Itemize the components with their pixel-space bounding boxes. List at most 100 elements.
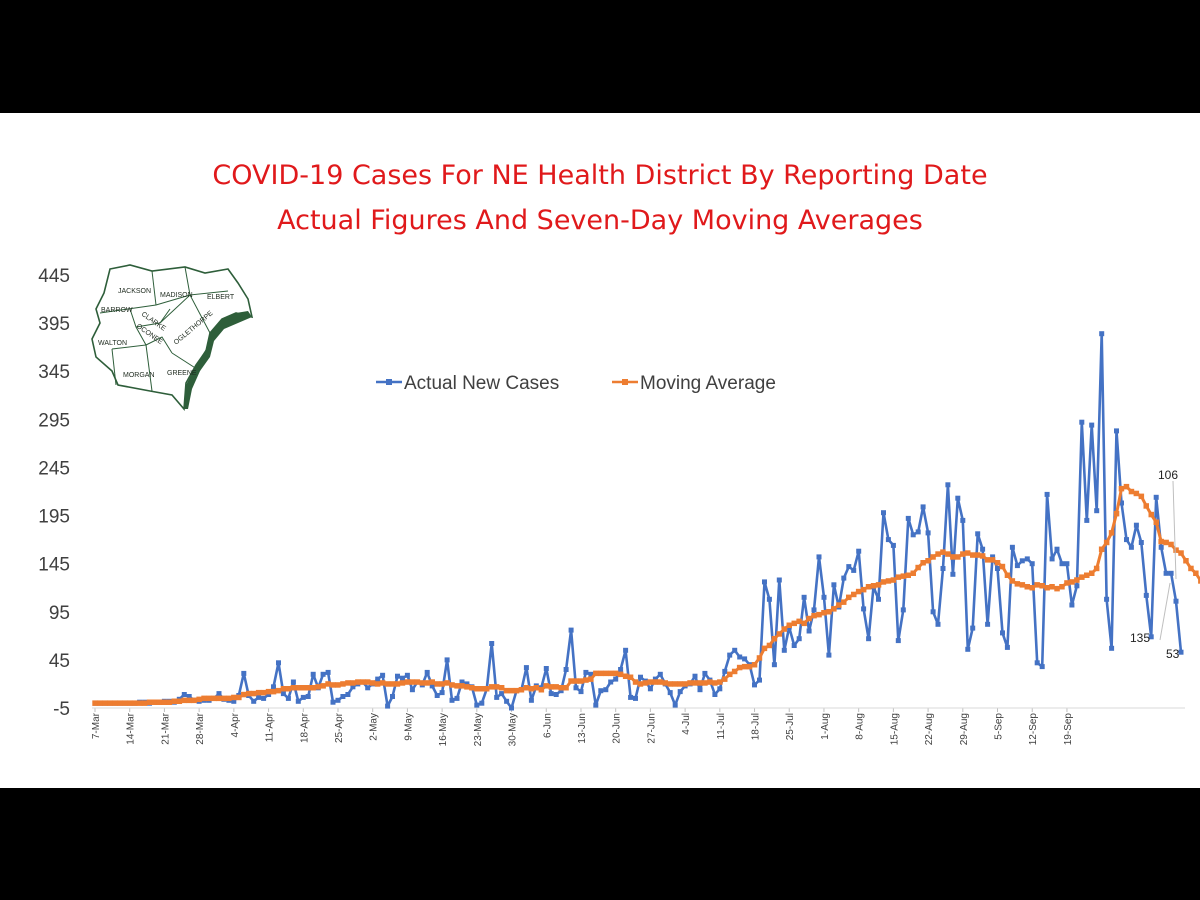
data-point [285,686,292,692]
district-map-east-border [184,311,252,409]
data-point [295,685,302,691]
data-point [935,621,941,627]
data-point [509,705,514,711]
data-point [221,695,227,702]
data-point [905,572,911,578]
x-tick-label: 20-Jun [612,713,623,744]
data-point [131,700,138,706]
series-layer [92,331,1200,711]
data-point [384,681,391,687]
data-point [593,702,599,708]
data-point [578,678,584,684]
y-tick-label: 45 [49,651,70,672]
map-label-morgan: MORGAN [123,372,155,379]
data-point [1183,558,1189,564]
data-point [503,687,510,694]
data-point [112,700,118,706]
data-point [1004,644,1010,650]
data-point [806,628,812,634]
data-point [836,602,842,608]
line-chart: 445 395 345 295 245 195 145 95 45 -5 7-Mar 14-Mar 2… [38,264,1200,746]
data-point [1103,539,1110,546]
data-point [499,691,505,697]
data-point [290,679,296,685]
data-point [216,691,222,697]
x-tick-label: 25-Apr [334,712,345,743]
data-point [146,699,153,705]
x-tick-label: 6-Jun [542,713,553,738]
data-point [181,697,187,704]
data-point [454,683,460,689]
data-point [1019,582,1026,588]
data-point [528,686,535,692]
data-point [389,681,396,687]
x-tick-label: 21-Mar [160,712,171,744]
data-point [141,700,148,706]
data-point [250,690,257,697]
data-point [290,685,297,691]
data-point [553,684,559,690]
y-tick-label: 295 [38,410,70,431]
data-point [1054,546,1060,552]
data-point [638,674,643,680]
data-point [444,657,450,663]
data-point [548,691,554,697]
data-point [876,596,881,602]
data-point [1009,544,1015,550]
data-point [176,698,183,704]
data-point [558,688,564,694]
data-point [493,684,500,690]
data-point [791,643,797,648]
data-point [940,549,946,555]
data-point [990,554,996,560]
data-point [330,682,336,688]
data-point [652,676,658,682]
data-point [1133,490,1140,497]
data-point [632,679,639,685]
data-point [999,563,1006,570]
data-point [900,573,907,579]
data-point [265,688,272,695]
data-point [350,684,356,690]
data-point [1079,419,1085,425]
data-point [1064,561,1070,567]
data-point [826,609,832,615]
data-point [1024,556,1030,562]
data-point [424,680,430,686]
data-point [905,515,911,521]
data-point [156,699,163,705]
annotation-135: 135 [1130,631,1150,645]
data-point [816,611,822,618]
data-point [766,642,773,649]
legend-marker-actual [386,379,392,385]
data-point [320,683,326,689]
data-point [766,596,772,602]
data-point [300,685,306,691]
data-point [201,695,207,702]
data-point [226,695,232,702]
data-point [930,609,936,615]
data-point [424,669,430,675]
map-label-greene: GREENE [167,370,197,377]
x-tick-label: 14-Mar [126,712,137,744]
data-point [151,699,158,705]
data-point [1019,558,1025,564]
y-tick-label: 245 [38,458,70,479]
data-point [1173,598,1179,604]
data-point [1158,538,1164,545]
x-tick-label: 16-May [438,713,449,746]
data-point [285,695,291,701]
data-point [950,554,956,560]
data-point [1093,565,1100,572]
data-point [191,697,197,704]
data-point [841,575,847,581]
data-point [1089,570,1095,576]
data-point [295,698,301,704]
data-point [563,667,569,672]
data-point [598,670,604,677]
data-point [414,679,421,685]
data-point [479,700,485,706]
data-point [1153,494,1159,500]
data-point [241,670,247,676]
data-point [1163,539,1169,546]
